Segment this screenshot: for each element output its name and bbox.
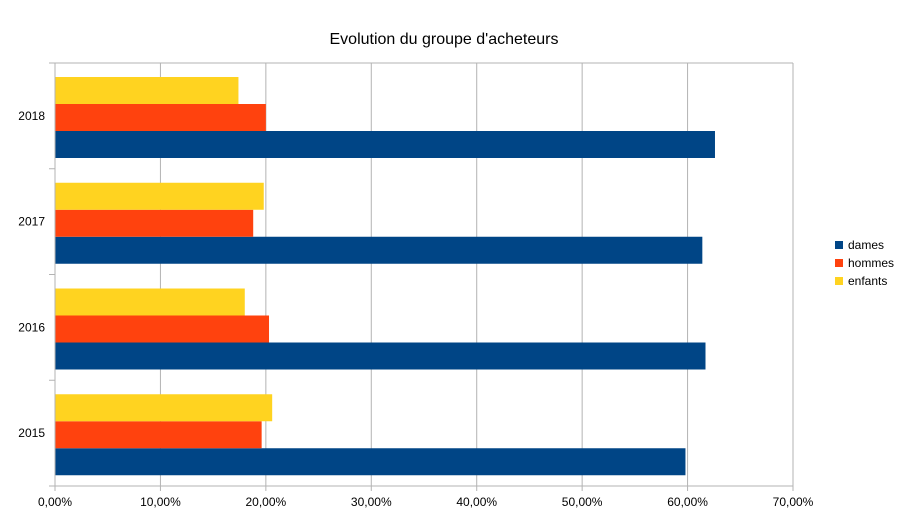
y-tick-label: 2015: [18, 426, 45, 440]
chart-title: Evolution du groupe d'acheteurs: [330, 31, 559, 48]
x-tick-label: 20,00%: [246, 495, 287, 509]
x-tick-label: 50,00%: [562, 495, 603, 509]
bar-dames-2015: [55, 448, 686, 476]
y-tick-label: 2017: [18, 215, 45, 229]
legend-label-enfants: enfants: [848, 274, 887, 288]
bars: [55, 77, 715, 476]
bar-hommes-2018: [55, 104, 266, 131]
legend-swatch-dames: [835, 241, 843, 249]
bar-enfants-2016: [55, 288, 245, 316]
axes: 0,00% 10,00% 20,00% 30,00% 40,00% 50,00% 60,00…: [18, 62, 814, 509]
y-tick-label: 2018: [18, 109, 45, 123]
x-tick-label: 70,00%: [773, 495, 814, 509]
bar-hommes-2017: [55, 209, 254, 237]
legend-label-dames: dames: [848, 238, 884, 252]
bar-dames-2018: [55, 131, 715, 158]
x-tick-label: 40,00%: [456, 495, 497, 509]
x-tick-label: 0,00%: [38, 495, 72, 509]
bar-enfants-2015: [55, 394, 273, 422]
legend: dames hommes enfants: [835, 238, 894, 288]
x-tick-label: 60,00%: [667, 495, 708, 509]
legend-swatch-hommes: [835, 259, 843, 267]
x-tick-label: 10,00%: [140, 495, 181, 509]
bar-hommes-2016: [55, 315, 270, 343]
bar-enfants-2017: [55, 182, 264, 210]
bar-dames-2016: [55, 342, 706, 370]
bar-hommes-2015: [55, 421, 262, 449]
legend-label-hommes: hommes: [848, 256, 894, 270]
x-tick-label: 30,00%: [351, 495, 392, 509]
legend-swatch-enfants: [835, 277, 843, 285]
y-tick-label: 2016: [18, 320, 45, 334]
bar-dames-2017: [55, 236, 703, 264]
bar-enfants-2018: [55, 77, 239, 104]
